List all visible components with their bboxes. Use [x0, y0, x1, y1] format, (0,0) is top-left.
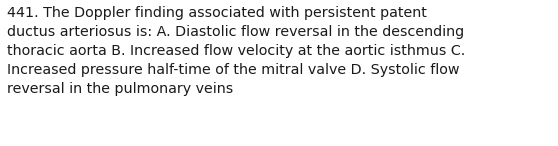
Text: 441. The Doppler finding associated with persistent patent
ductus arteriosus is:: 441. The Doppler finding associated with… — [7, 6, 465, 96]
